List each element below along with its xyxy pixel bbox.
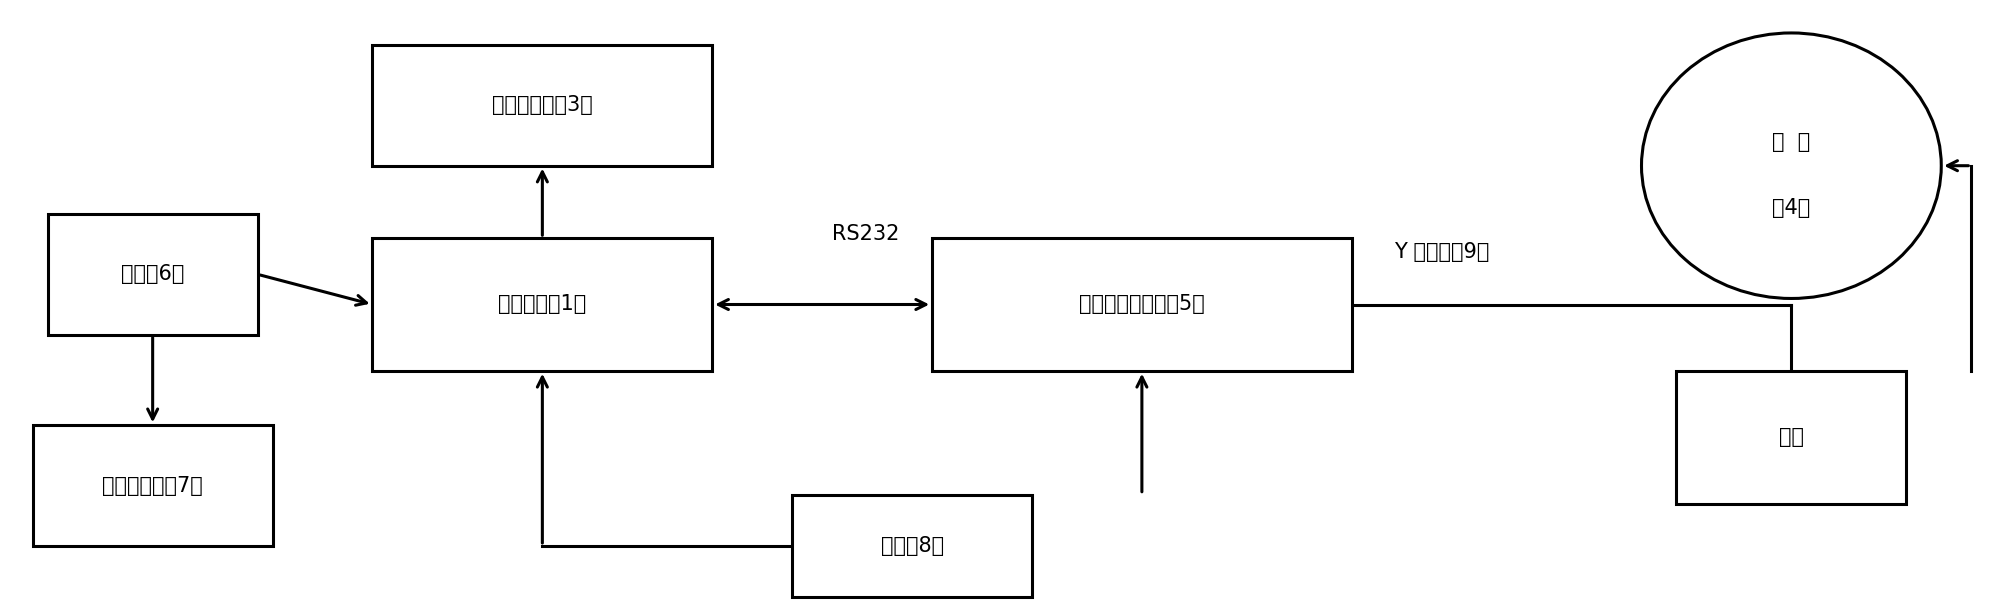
Bar: [373, 238, 711, 371]
Text: RS232: RS232: [832, 224, 900, 244]
Ellipse shape: [1641, 33, 1942, 298]
Text: 电源（8）: 电源（8）: [880, 536, 944, 556]
Text: 土壤: 土壤: [1780, 428, 1804, 447]
Text: Y 型光纤（9）: Y 型光纤（9）: [1395, 242, 1489, 262]
Text: 近红外光谱模块（5）: 近红外光谱模块（5）: [1078, 295, 1204, 314]
Text: 液晶显示屏（3）: 液晶显示屏（3）: [493, 96, 593, 115]
Bar: [373, 45, 711, 166]
Text: 数据存储器（7）: 数据存储器（7）: [102, 476, 202, 496]
Text: （4）: （4）: [1772, 198, 1810, 218]
Bar: [792, 495, 1032, 597]
Bar: [1677, 371, 1906, 504]
Bar: [932, 238, 1353, 371]
Text: 微处理器（1）: 微处理器（1）: [499, 295, 587, 314]
Text: 光  源: 光 源: [1772, 132, 1810, 152]
Bar: [48, 214, 259, 335]
Text: 键盘（6）: 键盘（6）: [120, 264, 184, 284]
Bar: [32, 425, 273, 546]
